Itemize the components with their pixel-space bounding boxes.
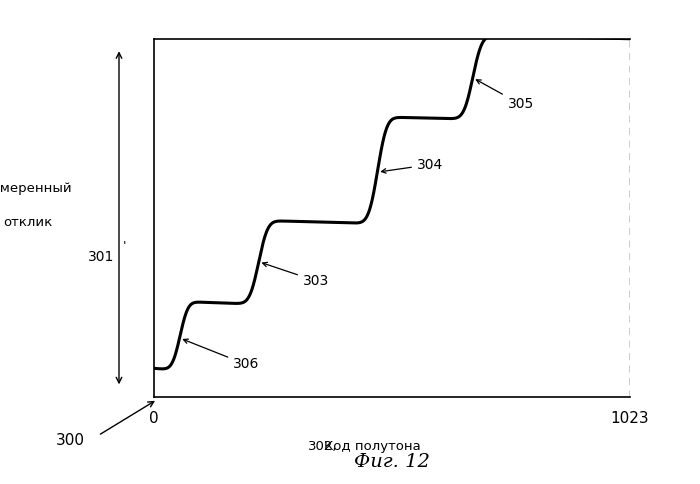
- Text: 302,: 302,: [307, 440, 337, 453]
- Text: 305: 305: [477, 80, 534, 111]
- Text: 301: 301: [88, 250, 115, 263]
- Text: Измеренный: Измеренный: [0, 182, 72, 195]
- Text: 303: 303: [262, 262, 329, 288]
- Text: 304: 304: [382, 158, 443, 173]
- Text: 0: 0: [149, 411, 159, 426]
- Text: Фиг. 12: Фиг. 12: [354, 453, 430, 471]
- Text: 306: 306: [183, 339, 260, 371]
- Text: Код полутона: Код полутона: [324, 440, 421, 453]
- Text: 1023: 1023: [610, 411, 650, 426]
- Text: отклик: отклик: [4, 216, 52, 229]
- Text: ': ': [122, 241, 126, 253]
- Text: 300: 300: [55, 433, 85, 448]
